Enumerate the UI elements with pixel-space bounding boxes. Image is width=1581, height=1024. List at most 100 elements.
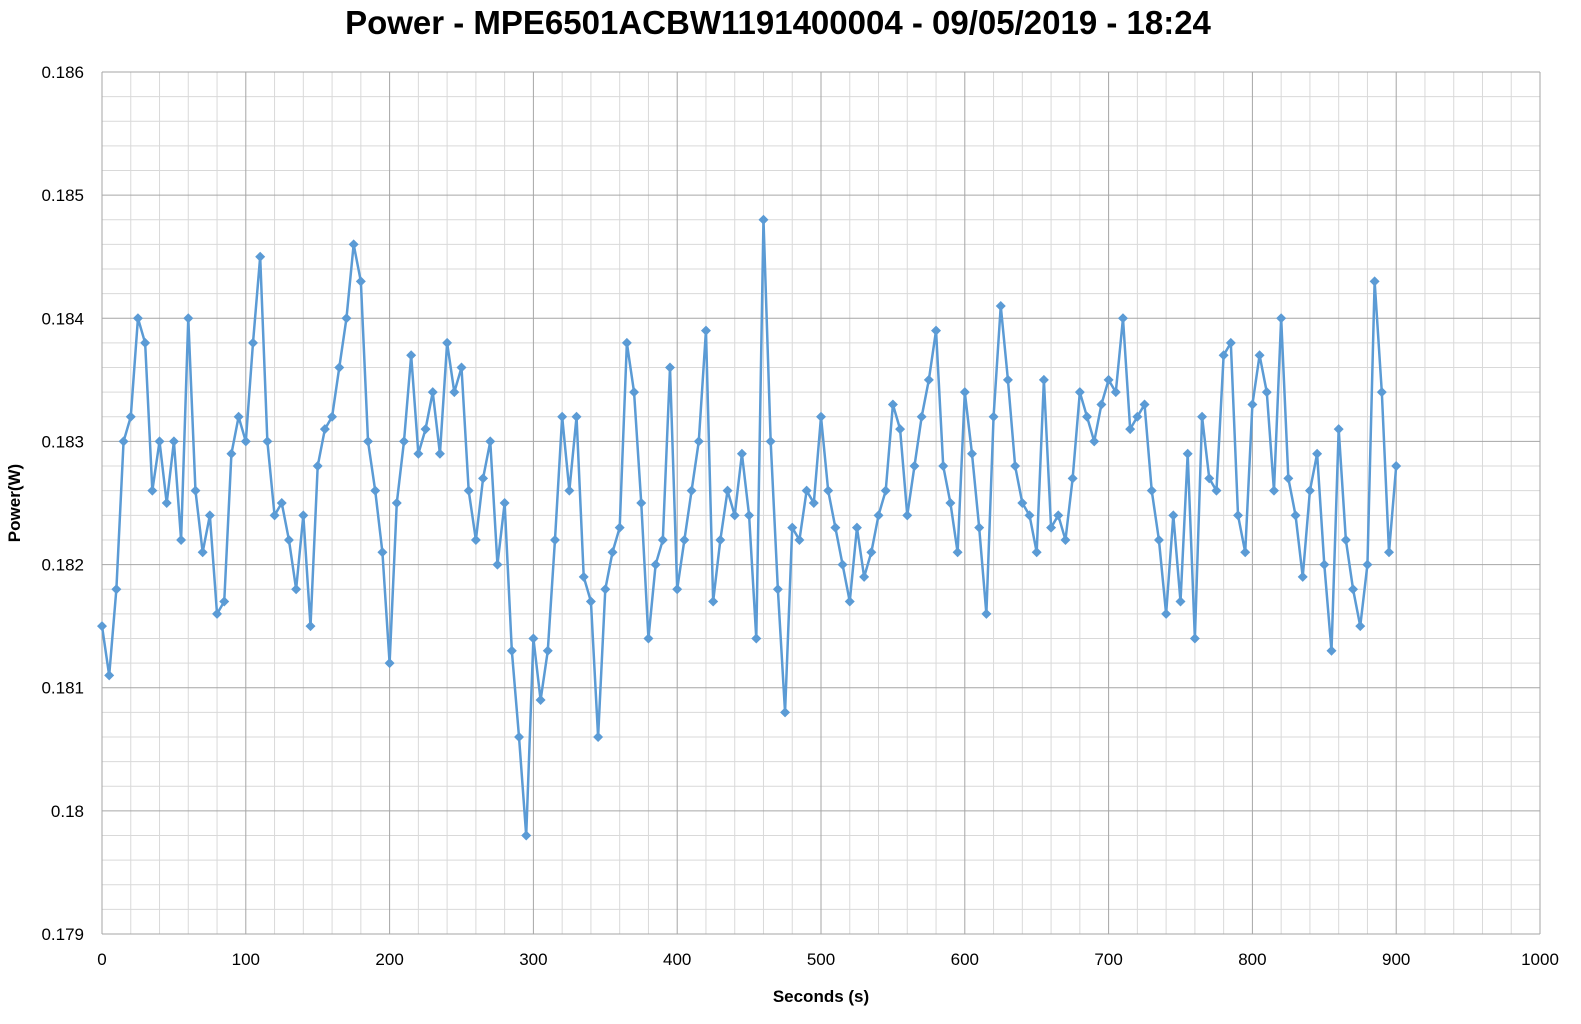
data-line	[100, 218, 1398, 837]
data-point	[176, 534, 187, 545]
data-point	[607, 547, 618, 558]
data-point	[693, 436, 704, 447]
data-point	[197, 547, 208, 558]
x-tick-label: 100	[232, 950, 260, 969]
data-point	[780, 707, 791, 718]
data-point	[456, 362, 467, 373]
data-point	[413, 448, 424, 459]
data-point	[542, 645, 553, 656]
data-point	[212, 608, 223, 619]
data-point	[564, 485, 575, 496]
data-point	[1132, 411, 1143, 422]
data-point	[1276, 313, 1287, 324]
data-point	[823, 485, 834, 496]
chart-title: Power - MPE6501ACBW1191400004 - 09/05/20…	[345, 4, 1211, 41]
x-tick-label: 0	[97, 950, 106, 969]
x-tick-label: 1000	[1521, 950, 1559, 969]
data-point	[1024, 510, 1035, 521]
data-point	[571, 411, 582, 422]
data-point	[521, 830, 532, 841]
data-point	[1161, 608, 1172, 619]
data-point	[952, 547, 963, 558]
data-point	[118, 436, 129, 447]
data-point	[995, 300, 1006, 311]
data-point	[492, 559, 503, 570]
data-point	[377, 547, 388, 558]
data-point	[1089, 436, 1100, 447]
data-point	[341, 313, 352, 324]
y-tick-label: 0.186	[41, 63, 84, 82]
data-point	[1290, 510, 1301, 521]
data-point	[1355, 621, 1366, 632]
data-point	[665, 362, 676, 373]
data-point	[535, 695, 546, 706]
data-point	[959, 387, 970, 398]
data-point	[506, 645, 517, 656]
data-point	[363, 436, 374, 447]
data-point	[1218, 350, 1229, 361]
data-point	[736, 448, 747, 459]
data-point	[909, 461, 920, 472]
data-point	[398, 436, 409, 447]
data-point	[1067, 473, 1078, 484]
data-point	[1125, 424, 1136, 435]
data-point	[966, 448, 977, 459]
x-tick-label: 700	[1094, 950, 1122, 969]
data-point	[844, 596, 855, 607]
x-tick-label: 200	[375, 950, 403, 969]
data-point	[1002, 374, 1013, 385]
data-point	[629, 387, 640, 398]
data-point	[1211, 485, 1222, 496]
data-point	[485, 436, 496, 447]
data-point	[463, 485, 474, 496]
data-point	[1204, 473, 1215, 484]
data-point	[650, 559, 661, 570]
data-point	[319, 424, 330, 435]
data-point	[895, 424, 906, 435]
data-point	[974, 522, 985, 533]
x-tick-label: 900	[1382, 950, 1410, 969]
data-point	[1333, 424, 1344, 435]
data-point	[679, 534, 690, 545]
data-point	[557, 411, 568, 422]
data-point	[384, 658, 395, 669]
data-point	[657, 534, 668, 545]
data-point	[1268, 485, 1279, 496]
data-point	[751, 633, 762, 644]
data-point	[1326, 645, 1337, 656]
data-point	[1362, 559, 1373, 570]
y-tick-label: 0.179	[41, 925, 84, 944]
data-point	[1060, 534, 1071, 545]
data-point	[636, 498, 647, 508]
data-point	[1038, 374, 1049, 385]
data-point	[772, 584, 783, 595]
data-point	[938, 461, 949, 472]
data-point	[686, 485, 697, 496]
data-point	[1369, 276, 1380, 287]
data-point	[219, 596, 230, 607]
data-point	[298, 510, 309, 521]
data-point	[600, 584, 611, 595]
data-point	[916, 411, 927, 422]
y-tick-label: 0.184	[41, 309, 84, 328]
data-point	[499, 498, 510, 508]
y-tick-label: 0.185	[41, 186, 84, 205]
data-point	[140, 337, 151, 348]
data-point	[406, 350, 417, 361]
data-point	[722, 485, 733, 496]
data-point	[794, 534, 805, 545]
data-point	[204, 510, 215, 521]
data-point	[808, 498, 819, 508]
data-point	[226, 448, 237, 459]
data-point	[478, 473, 489, 484]
data-point	[585, 596, 596, 607]
data-point	[348, 239, 359, 250]
data-point	[1146, 485, 1157, 496]
data-point	[1384, 547, 1395, 558]
data-point	[887, 399, 898, 410]
data-point	[1168, 510, 1179, 521]
data-point	[1017, 498, 1028, 508]
data-point	[1319, 559, 1330, 570]
data-point	[787, 522, 798, 533]
x-tick-label: 300	[519, 950, 547, 969]
